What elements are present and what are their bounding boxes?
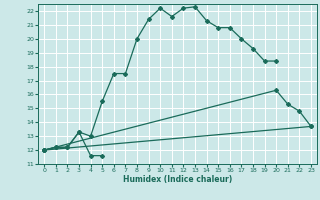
X-axis label: Humidex (Indice chaleur): Humidex (Indice chaleur): [123, 175, 232, 184]
